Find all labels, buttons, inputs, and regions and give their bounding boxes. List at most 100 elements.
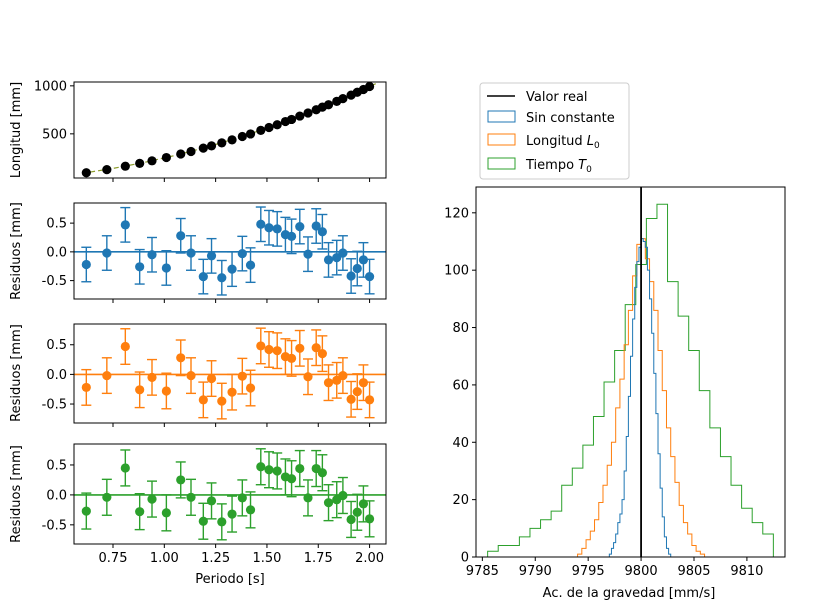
length-panel: Longitud [mm] 500 1000 (9, 79, 387, 182)
residuals-t0-ylabel: Residuos [mm] (9, 445, 24, 543)
residuals-l0-ytick-label: 0.5 (46, 338, 67, 353)
legend-swatch-sin (487, 110, 516, 123)
residuals-sin-data-point (364, 271, 375, 282)
residuals-sin-data-point (346, 271, 356, 281)
residuals-t0-data-point (147, 494, 157, 504)
histogram-ytick-label: 100 (444, 264, 469, 279)
residuals-t0-ytick-label: 0.5 (46, 458, 67, 473)
histogram-step-tiempo-t0 (487, 203, 774, 557)
residuals-l0-data-point (245, 383, 256, 393)
legend-label-t0: Tiempo T0 (525, 158, 592, 175)
residuals-l0-data-point (364, 395, 375, 405)
length-data-point (198, 143, 208, 153)
histogram-xtick-label: 9785 (466, 564, 499, 579)
length-data-point (161, 152, 171, 163)
residuals-t0-data-point (217, 517, 227, 527)
residuals-l0-data-point (264, 344, 274, 355)
residuals-l0-data-point (135, 385, 145, 395)
length-data-point (237, 131, 247, 142)
legend-swatch-l0 (487, 133, 516, 146)
histogram-ytick-label: 20 (452, 493, 469, 508)
histogram-ticks: 0 20 40 60 80 100 120 9785 9790 9795 9800 9805 9810 (444, 206, 763, 579)
residuals-sin-data-point (286, 231, 297, 241)
residuals-sin-data-point (217, 273, 227, 283)
residuals-t0-data-point (227, 509, 237, 519)
residuals-t0-data-point (286, 474, 297, 484)
residuals-l0-data-point (272, 346, 282, 356)
length-data-point (323, 100, 334, 110)
residuals-t0-data-point (206, 496, 217, 506)
residuals-t0-panel: Residuos [mm] Periodo [s] -0.5 0.0 0.5 0.75… (9, 443, 387, 587)
residuals-l0-data-point (206, 373, 217, 384)
residuals-sin-ytick-label: 0.5 (46, 217, 67, 232)
residuals-l0-data-point (147, 372, 157, 382)
legend-swatch-t0 (487, 157, 516, 170)
residuals-t0-xtick-label: 1.00 (150, 551, 179, 566)
length-data-point (338, 94, 348, 104)
residuals-t0-data-point (120, 463, 130, 473)
residuals-sin-data-point (295, 221, 305, 232)
residuals-l0-data-point (198, 395, 208, 405)
residuals-l0-data-point (338, 370, 348, 381)
residuals-l0-data-point (81, 382, 91, 393)
residuals-sin-data-point (323, 255, 334, 265)
residuals-l0-data-point (161, 386, 171, 396)
residuals-t0-data-point (364, 514, 375, 524)
residuals-l0-data-point (237, 371, 247, 381)
residuals-sin-data-point (135, 262, 145, 272)
residuals-sin-ytick-label: 0.0 (46, 245, 67, 260)
residuals-sin-data-point (161, 263, 171, 273)
length-data-point (264, 122, 274, 133)
residuals-t0-xtick-label: 1.25 (201, 551, 230, 566)
residuals-l0-data-point (256, 341, 266, 351)
histogram-ytick-label: 80 (452, 321, 469, 336)
residuals-l0-data-point (317, 349, 327, 359)
residuals-t0-data-point (272, 466, 282, 476)
residuals-l0-data-point (176, 353, 186, 363)
residuals-sin-data-point (245, 260, 256, 270)
length-data-point (120, 161, 130, 171)
residuals-sin-ticks: -0.5 0.0 0.5 (42, 217, 371, 303)
legend-label-real: Valor real (526, 90, 588, 105)
gravity-histogram-panel: Ac. de la gravedad [mm/s] 0 20 40 60 80 100 12… (444, 186, 786, 601)
histogram-ytick-label: 60 (452, 378, 469, 393)
residuals-l0-data-point (323, 378, 334, 388)
length-data-point (206, 141, 217, 151)
length-data-point (147, 156, 157, 166)
length-data-point (227, 135, 237, 145)
histogram-ytick-label: 120 (444, 206, 469, 221)
residuals-t0-data-point (338, 490, 348, 501)
residuals-t0-data-point (264, 465, 274, 475)
residuals-sin-data-point (311, 221, 321, 231)
length-data-point (217, 138, 227, 148)
histogram-xtick-label: 9800 (625, 564, 658, 579)
length-ytick-label: 500 (42, 127, 67, 142)
residuals-l0-data-point (227, 387, 237, 397)
residuals-sin-data-point (272, 224, 282, 234)
residuals-t0-data-point (323, 498, 334, 508)
residuals-sin-data-point (237, 248, 247, 259)
length-data-point (176, 149, 186, 159)
residuals-t0-ytick-label: 0.0 (46, 488, 67, 503)
residuals-sin-data-point (264, 223, 274, 233)
histogram-legend: Valor real Sin constante Longitud L0 Tie… (479, 82, 630, 180)
residuals-sin-data-point (186, 248, 196, 258)
length-data-point (295, 111, 305, 121)
length-axes-frame (73, 81, 387, 179)
residuals-sin-data-point (256, 219, 266, 229)
length-data-point (81, 168, 91, 178)
residuals-l0-data-point (286, 353, 297, 363)
length-data-point (135, 158, 145, 169)
legend-frame (479, 82, 630, 180)
residuals-sin-data-point (352, 263, 362, 274)
residuals-t0-data-point (245, 505, 256, 515)
residuals-t0-data-point (295, 463, 305, 474)
residuals-sin-data-point (147, 250, 157, 260)
residuals-t0-axes-frame (73, 443, 387, 545)
histogram-plot-area (487, 187, 774, 558)
residuals-l0-ytick-label: -0.5 (42, 398, 67, 413)
length-fit-curve (82, 83, 376, 174)
residuals-l0-ylabel: Residuos [mm] (9, 324, 24, 422)
residuals-l0-data-point (346, 394, 356, 404)
